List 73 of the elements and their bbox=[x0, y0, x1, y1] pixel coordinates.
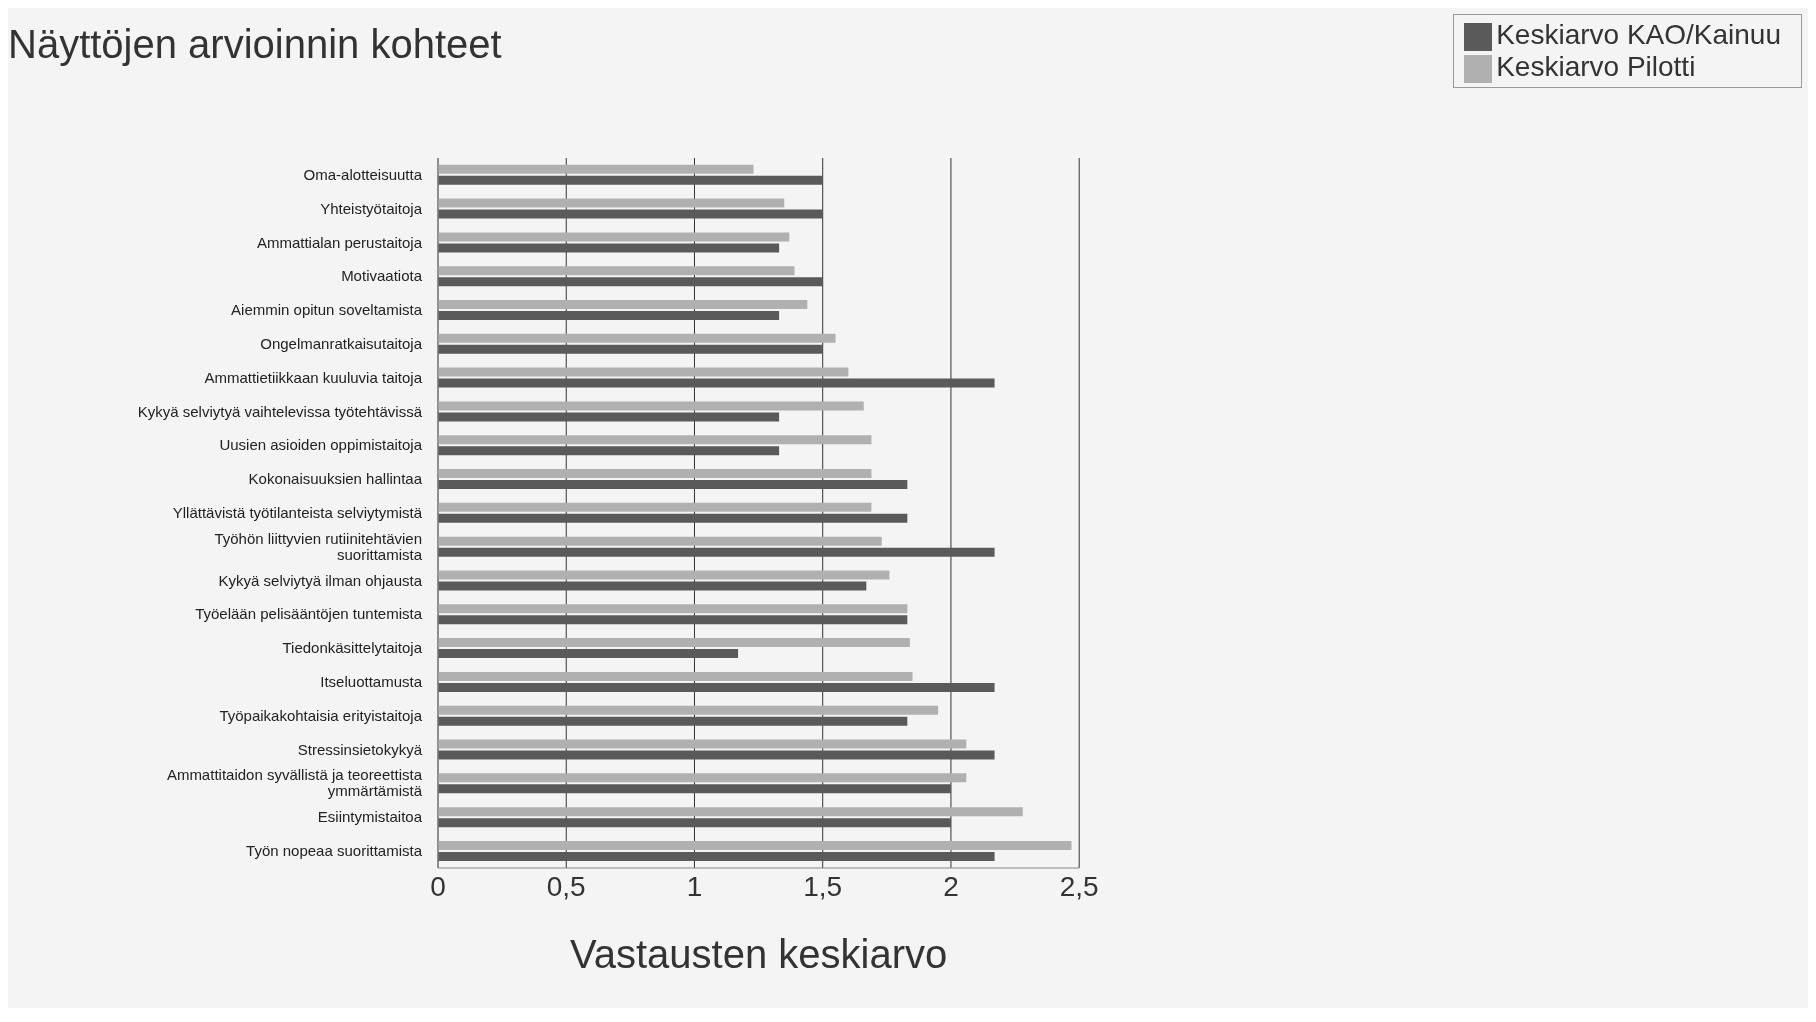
bar bbox=[438, 750, 995, 760]
bar bbox=[438, 367, 849, 377]
y-tick-label: Ongelmanratkaisutaitoja bbox=[260, 334, 423, 352]
bar bbox=[438, 649, 739, 659]
bar bbox=[438, 581, 867, 591]
bar bbox=[438, 784, 951, 794]
x-tick-label: 1 bbox=[686, 870, 703, 902]
bar bbox=[438, 851, 995, 861]
bar bbox=[438, 513, 908, 523]
y-tick-label: Motivaatiota bbox=[341, 267, 423, 285]
y-tick-label: Työhön liittyvien rutiinitehtävien suorittamista bbox=[214, 529, 423, 563]
y-tick-label: Yllättävistä työtilanteista selviytymistä bbox=[172, 504, 423, 521]
bar bbox=[438, 671, 913, 681]
bar bbox=[438, 536, 882, 546]
y-tick-label: Itseluottamusta bbox=[320, 673, 423, 691]
bar bbox=[438, 266, 795, 276]
y-tick-label: Työelään pelisääntöjen tuntemista bbox=[195, 605, 423, 623]
x-axis-title: Vastausten keskiarvo bbox=[569, 932, 948, 976]
y-tick-label: Ammattitaidon syvällistä ja teoreettista ymmärtämistä bbox=[166, 766, 423, 800]
legend-label: Keskiarvo Pilotti bbox=[1496, 51, 1696, 82]
y-tick-label: Ammattietiikkaan kuuluvia taitoja bbox=[204, 368, 423, 386]
bar bbox=[438, 401, 864, 411]
x-tick-label: 2 bbox=[943, 870, 959, 902]
bar bbox=[438, 615, 908, 625]
y-tick-label: Työpaikakohtaisia erityistaitoja bbox=[219, 706, 423, 724]
chart-title: Näyttöjen arvioinnin kohteet bbox=[8, 22, 502, 67]
bar bbox=[438, 480, 908, 490]
y-tick-label: Oma-alotteisuutta bbox=[303, 165, 423, 183]
bar bbox=[438, 446, 780, 456]
x-tick-label: 0,5 bbox=[546, 870, 586, 902]
bar bbox=[438, 716, 908, 726]
bar bbox=[438, 547, 995, 557]
bar bbox=[438, 570, 890, 580]
bar bbox=[438, 682, 995, 692]
y-tick-label: Ammattialan perustaitoja bbox=[256, 233, 423, 251]
bar bbox=[438, 739, 967, 749]
bar bbox=[438, 175, 823, 185]
y-tick-label: Esiintymistaitoa bbox=[317, 808, 423, 826]
bar bbox=[438, 300, 808, 309]
bar bbox=[438, 243, 780, 253]
bar bbox=[438, 198, 785, 208]
y-tick-label: Työn nopeaa suorittamista bbox=[246, 842, 423, 860]
y-tick-label: Uusien asioiden oppimistaitoja bbox=[219, 436, 423, 454]
bar bbox=[438, 604, 908, 614]
bar bbox=[438, 705, 939, 715]
bar bbox=[438, 638, 910, 648]
bar bbox=[438, 840, 1072, 850]
bar bbox=[438, 344, 823, 354]
bar bbox=[438, 412, 780, 422]
bar bbox=[438, 807, 1023, 817]
bar bbox=[438, 773, 967, 783]
bar bbox=[438, 164, 754, 174]
y-tick-label: Aiemmin opitun soveltamista bbox=[231, 301, 423, 319]
bar bbox=[438, 232, 790, 242]
bar bbox=[438, 469, 872, 479]
bar bbox=[438, 378, 995, 388]
y-tick-label: Stressinsietokykyä bbox=[297, 740, 423, 758]
bar bbox=[438, 277, 823, 287]
x-tick-label: 1,5 bbox=[803, 870, 843, 902]
y-tick-label: Kykyä selviytyä vaihtelevissa työtehtävissä bbox=[137, 402, 423, 420]
y-tick-label: Kokonaisuuksien hallintaa bbox=[248, 470, 423, 488]
bar bbox=[438, 311, 780, 320]
y-tick-label: Tiedonkäsittelytaitoja bbox=[282, 639, 423, 657]
bar bbox=[438, 435, 872, 445]
bar bbox=[438, 502, 872, 512]
y-tick-label: Kykyä selviytyä ilman ohjausta bbox=[218, 571, 423, 589]
x-tick-label: 2,5 bbox=[1059, 870, 1099, 902]
y-tick-label: Yhteistyötaitoja bbox=[320, 199, 423, 217]
bar bbox=[438, 818, 951, 828]
legend-label: Keskiarvo KAO/Kainuu bbox=[1496, 19, 1781, 50]
x-tick-label: 0 bbox=[430, 870, 446, 902]
bar bbox=[438, 333, 836, 343]
bar bbox=[438, 209, 823, 219]
